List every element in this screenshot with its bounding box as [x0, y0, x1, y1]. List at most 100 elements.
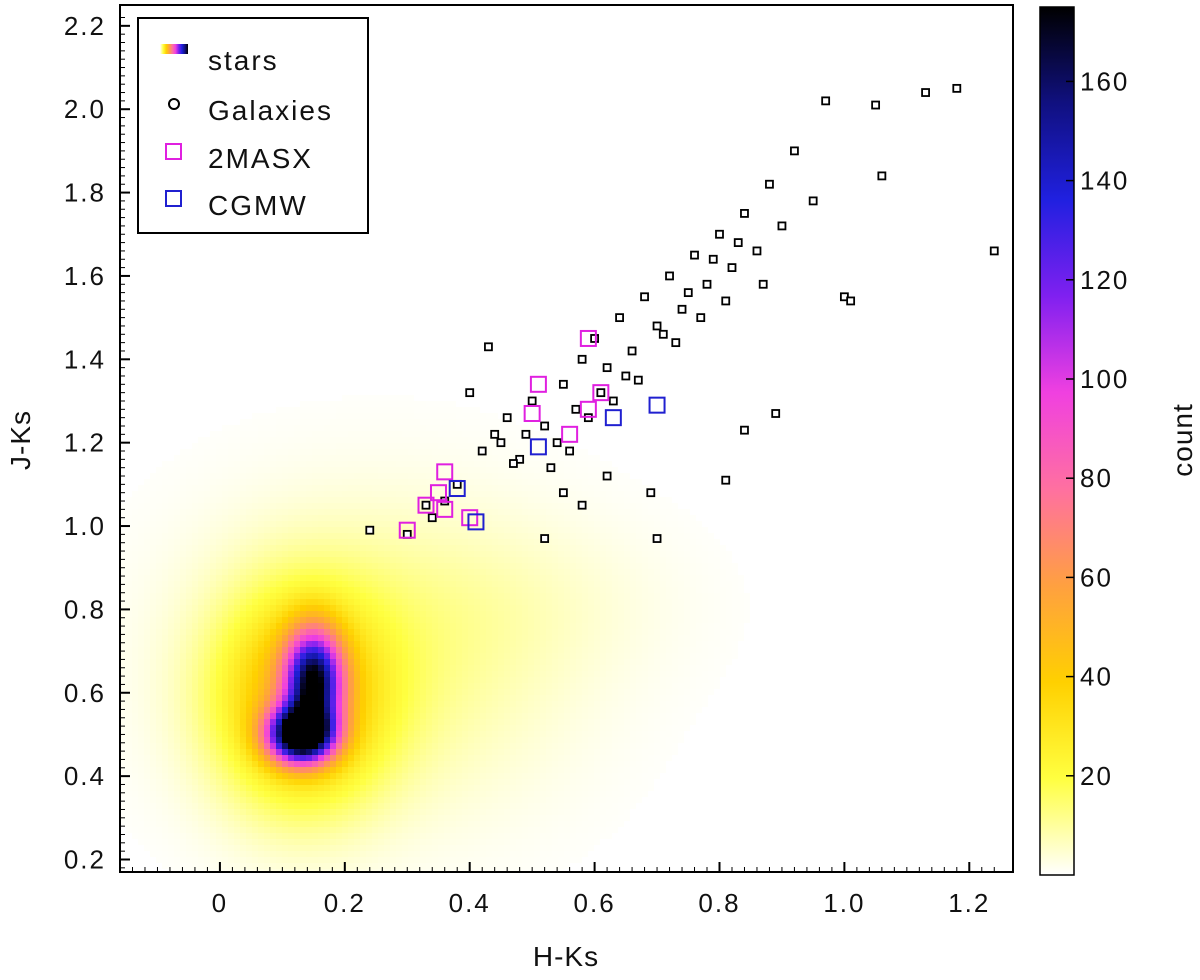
- density-cell: [162, 731, 168, 737]
- density-cell: [150, 719, 156, 725]
- density-cell: [510, 533, 516, 539]
- density-cell: [204, 563, 210, 569]
- density-cell: [384, 635, 390, 641]
- density-cell: [192, 587, 198, 593]
- density-cell: [120, 593, 126, 599]
- density-cell: [120, 653, 126, 659]
- density-cell: [336, 521, 342, 527]
- density-cell: [228, 707, 234, 713]
- density-cell: [288, 515, 294, 521]
- density-cell: [312, 671, 318, 677]
- density-cell: [234, 431, 240, 437]
- density-cell: [342, 773, 348, 779]
- density-cell: [264, 581, 270, 587]
- density-cell: [480, 737, 486, 743]
- density-cell: [396, 749, 402, 755]
- density-cell: [222, 491, 228, 497]
- density-cell: [162, 515, 168, 521]
- density-cell: [186, 587, 192, 593]
- density-cell: [228, 497, 234, 503]
- density-cell: [222, 443, 228, 449]
- density-cell: [294, 851, 300, 857]
- density-cell: [462, 449, 468, 455]
- density-cell: [288, 677, 294, 683]
- density-cell: [366, 737, 372, 743]
- density-cell: [450, 515, 456, 521]
- density-cell: [330, 653, 336, 659]
- density-cell: [180, 683, 186, 689]
- density-cell: [378, 773, 384, 779]
- density-cell: [276, 791, 282, 797]
- density-cell: [318, 665, 324, 671]
- density-cell: [348, 641, 354, 647]
- density-cell: [408, 785, 414, 791]
- density-cell: [222, 857, 228, 863]
- density-cell: [438, 647, 444, 653]
- density-cell: [360, 575, 366, 581]
- density-cell: [492, 521, 498, 527]
- density-cell: [324, 407, 330, 413]
- density-cell: [480, 827, 486, 833]
- density-cell: [168, 527, 174, 533]
- density-cell: [498, 473, 504, 479]
- density-cell: [252, 491, 258, 497]
- density-cell: [252, 869, 258, 872]
- density-cell: [264, 545, 270, 551]
- density-cell: [162, 629, 168, 635]
- density-cell: [438, 797, 444, 803]
- density-cell: [444, 605, 450, 611]
- density-cell: [360, 725, 366, 731]
- density-cell: [198, 557, 204, 563]
- density-cell: [186, 821, 192, 827]
- density-cell: [318, 767, 324, 773]
- density-cell: [432, 431, 438, 437]
- density-cell: [174, 701, 180, 707]
- density-cell: [276, 563, 282, 569]
- density-cell: [390, 785, 396, 791]
- density-cell: [288, 653, 294, 659]
- density-cell: [498, 815, 504, 821]
- density-cell: [126, 695, 132, 701]
- density-cell: [312, 713, 318, 719]
- density-cell: [204, 485, 210, 491]
- density-cell: [384, 749, 390, 755]
- density-cell: [198, 593, 204, 599]
- density-cell: [306, 449, 312, 455]
- density-cell: [432, 707, 438, 713]
- density-cell: [468, 719, 474, 725]
- density-cell: [438, 791, 444, 797]
- density-cell: [426, 623, 432, 629]
- density-cell: [258, 761, 264, 767]
- density-cell: [126, 629, 132, 635]
- density-cell: [174, 725, 180, 731]
- density-cell: [390, 737, 396, 743]
- density-cell: [204, 779, 210, 785]
- density-cell: [468, 635, 474, 641]
- density-cell: [246, 683, 252, 689]
- density-cell: [378, 629, 384, 635]
- density-cell: [462, 671, 468, 677]
- density-cell: [336, 539, 342, 545]
- density-cell: [306, 755, 312, 761]
- density-cell: [318, 521, 324, 527]
- density-cell: [492, 587, 498, 593]
- density-cell: [492, 809, 498, 815]
- density-cell: [306, 701, 312, 707]
- density-cell: [402, 779, 408, 785]
- density-cell: [372, 419, 378, 425]
- density-cell: [168, 785, 174, 791]
- density-cell: [486, 689, 492, 695]
- density-cell: [186, 593, 192, 599]
- density-cell: [258, 647, 264, 653]
- density-cell: [270, 857, 276, 863]
- density-cell: [372, 731, 378, 737]
- density-cell: [216, 701, 222, 707]
- density-cell: [378, 665, 384, 671]
- density-cell: [234, 773, 240, 779]
- density-cell: [342, 581, 348, 587]
- density-cell: [222, 455, 228, 461]
- density-cell: [126, 647, 132, 653]
- density-cell: [420, 815, 426, 821]
- density-cell: [216, 815, 222, 821]
- density-cell: [270, 581, 276, 587]
